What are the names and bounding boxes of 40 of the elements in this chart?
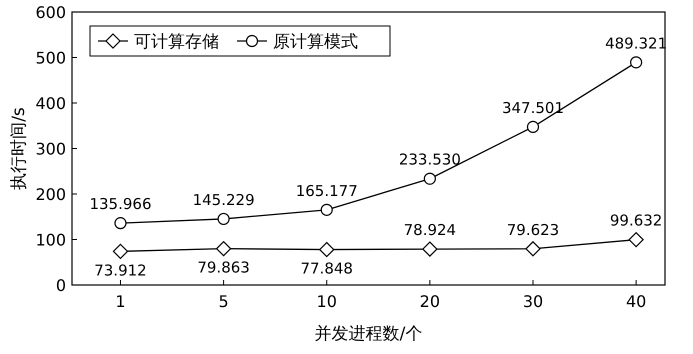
point (319, 242, 334, 258)
data-label: 233.530 (398, 150, 461, 169)
point (112, 244, 128, 259)
x-axis-title: 并发进程数/个 (314, 324, 422, 344)
data-label: 78.924 (404, 221, 456, 240)
legend-label: 原计算模式 (273, 32, 358, 52)
data-label: 347.501 (502, 98, 564, 117)
y-tick-label: 400 (35, 94, 66, 113)
x-tick-label: 20 (420, 292, 440, 311)
point (320, 204, 333, 216)
point (216, 241, 232, 256)
y-tick-label: 0 (56, 276, 66, 295)
data-label: 135.966 (89, 195, 152, 214)
x-tick-label: 40 (626, 292, 646, 311)
data-label: 99.632 (610, 212, 662, 230)
point (525, 241, 541, 256)
x-tick-label: 5 (218, 292, 229, 311)
data-label: 165.177 (296, 182, 358, 200)
point (630, 56, 642, 68)
legend-label: 可计算存储 (134, 32, 219, 52)
data-label: 77.848 (300, 260, 353, 278)
point (424, 172, 436, 185)
x-tick-label: 30 (522, 292, 544, 311)
point (114, 217, 127, 230)
data-label: 145.229 (192, 190, 255, 209)
y-tick-label: 200 (35, 185, 66, 204)
x-tick-label: 10 (316, 292, 337, 311)
point (218, 212, 230, 226)
data-label: 79.623 (506, 220, 560, 239)
data-label: 73.912 (94, 261, 147, 280)
data-label: 79.863 (197, 258, 250, 277)
point (628, 232, 644, 248)
y-axis-title: 执行时间/s (9, 107, 29, 190)
x-tick-label: 1 (115, 292, 126, 311)
point (526, 120, 540, 133)
y-tick-label: 600 (35, 3, 66, 22)
y-tick-label: 100 (35, 230, 66, 250)
point (422, 241, 438, 257)
y-tick-label: 500 (35, 48, 66, 68)
y-tick-label: 300 (35, 140, 66, 158)
